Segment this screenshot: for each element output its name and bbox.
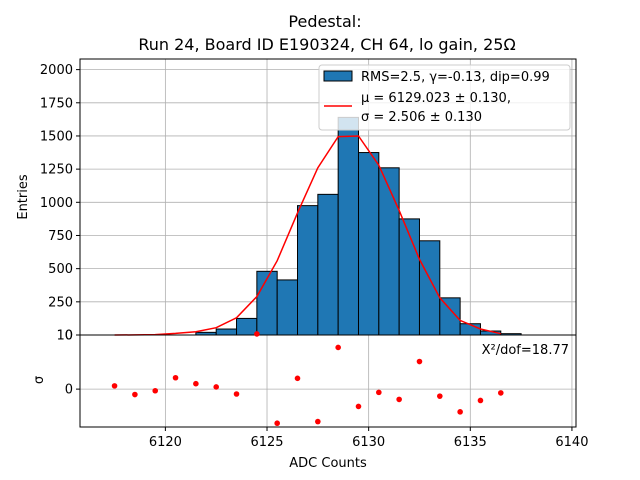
fit-curve-line <box>114 135 501 336</box>
legend-entry-sigma: σ = 2.506 ± 0.130 <box>361 110 482 125</box>
histogram-bar <box>337 116 359 336</box>
histogram-y-tick-label: 1000 <box>40 196 73 211</box>
residual-point <box>274 420 280 427</box>
residual-point <box>457 409 463 415</box>
chart-title-line2: Run 24, Board ID E190324, CH 64, lo gain… <box>138 35 515 54</box>
residual-y-tick-label: 0 <box>65 383 73 398</box>
histogram-bar <box>297 205 319 336</box>
residual-point <box>233 391 240 397</box>
histogram-bar <box>317 193 339 336</box>
x-tick-label: 6130 <box>352 435 385 450</box>
histogram-y-tick-label: 750 <box>48 229 73 244</box>
histogram-bar <box>357 152 380 336</box>
residual-point <box>437 393 443 399</box>
legend: RMS=2.5, γ=-0.13, dip=0.99 μ = 6129.023 … <box>318 64 571 131</box>
residual-point <box>132 391 138 398</box>
histogram-bar <box>215 328 238 336</box>
residual-point <box>376 389 382 396</box>
residual-chi2-annotation: X²/dof=18.77 <box>482 343 569 358</box>
x-axis-label: ADC Counts <box>289 456 367 471</box>
histogram-y-tick-label: 1250 <box>40 163 73 178</box>
residual-y-ticks: 010 <box>56 329 80 398</box>
residual-point <box>355 403 362 410</box>
histogram-y-tick-label: 500 <box>48 262 73 277</box>
histogram-y-tick-label: 0 <box>65 329 73 344</box>
x-tick-label: 6125 <box>250 435 283 450</box>
histogram-y-tick-label: 1500 <box>40 129 73 144</box>
residual-axes-frame <box>79 334 577 428</box>
residual-y-axis-label: σ <box>32 376 47 384</box>
residual-point <box>254 331 260 337</box>
residual-y-tick-label: 10 <box>56 329 73 344</box>
residual-point <box>111 383 118 389</box>
histogram-bar <box>276 279 299 336</box>
histogram-bar <box>378 167 400 336</box>
histogram-bar <box>256 270 278 336</box>
legend-entry-rms: RMS=2.5, γ=-0.13, dip=0.99 <box>361 70 550 85</box>
legend-entry-mu: μ = 6129.023 ± 0.130, <box>361 91 511 106</box>
x-tick-label: 6135 <box>454 435 487 450</box>
residual-point <box>416 358 423 365</box>
residual-point <box>152 387 159 394</box>
residual-point <box>497 390 504 396</box>
residual-point <box>477 397 484 404</box>
residual-points <box>111 331 504 427</box>
residual-point <box>294 375 301 382</box>
histogram-y-tick-label: 250 <box>48 295 73 310</box>
residual-point <box>213 384 219 390</box>
histogram-y-tick-label: 1750 <box>40 96 73 111</box>
residual-point <box>315 418 321 425</box>
x-tick-label: 6140 <box>555 435 588 450</box>
legend-box <box>318 64 571 131</box>
residual-x-ticks: 6120 6125 6130 6135 6140 <box>149 427 588 450</box>
legend-patch-swatch <box>323 70 353 82</box>
chart-title-line1: Pedestal: <box>288 12 361 31</box>
histogram-bar <box>236 317 258 336</box>
x-tick-label: 6120 <box>149 435 182 450</box>
histogram-y-tick-label: 2000 <box>40 63 73 78</box>
residual-point <box>335 344 341 351</box>
residual-point <box>396 396 402 403</box>
histogram-bar <box>418 240 441 336</box>
histogram-y-ticks: 0 250 500 750 1000 1250 1500 1750 2000 <box>40 63 80 344</box>
residual-point <box>172 374 179 381</box>
residual-point <box>193 380 199 387</box>
histogram-y-axis-label: Entries <box>16 174 31 220</box>
